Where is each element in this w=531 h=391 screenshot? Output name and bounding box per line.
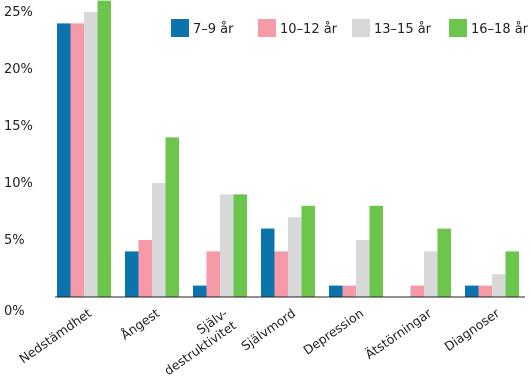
category-label: Nedstämdhet [16,305,94,366]
bar [138,240,152,297]
legend-label: 13–15 år [374,22,432,37]
bar [492,274,506,297]
bar [233,194,247,297]
bar [57,23,71,298]
y-tick-label: 5% [4,233,25,248]
bar [70,23,84,298]
bar [206,251,220,297]
bar [478,285,492,297]
y-tick-label: 10% [4,176,33,191]
bar [193,285,207,297]
category-labels: Nedstämdhet Ångest Själv-destruktivitet Sjä… [16,305,503,378]
category-label-line: Nedstämdhet [16,305,94,366]
bar [288,217,302,297]
bar [261,228,275,297]
category-label-line: Diagnoser [441,305,502,354]
legend-swatch [449,19,467,37]
bar [465,285,479,297]
bar [329,285,343,297]
category-label: Depression [300,305,366,357]
y-axis-tick-labels: 0% 5% 10% 15% 20% 25% [4,5,33,319]
legend-label: 7–9 år [193,22,234,37]
bar [505,251,519,297]
y-tick-label: 15% [4,119,33,134]
category-label: Ätstörningar [362,305,435,362]
bar [369,205,383,297]
bar [437,228,451,297]
category-label: Ångest [118,305,162,342]
category-label-line: Depression [300,305,366,357]
legend-swatch [171,19,189,37]
bar-series-group [57,0,519,298]
category-label-line: Ångest [118,305,162,342]
legend-swatch [258,19,276,37]
bar [97,0,111,297]
bar [356,240,370,297]
bar [165,137,179,297]
legend-label: 16–18 år [471,22,529,37]
legend-swatch [352,19,370,37]
y-tick-label: 25% [4,5,33,20]
legend: 7–9 år 10–12 år 13–15 år 16–18 år [171,19,529,37]
bar [274,251,288,297]
legend-label: 10–12 år [280,22,338,37]
bar [152,183,166,297]
bar [424,251,438,297]
category-label: Själv-destruktivitet [153,305,239,378]
bar [84,12,98,297]
category-label-line: Ätstörningar [362,305,435,362]
bar [410,285,424,297]
bar [342,285,356,297]
y-tick-label: 0% [4,304,25,319]
y-tick-label: 20% [4,62,33,77]
bar [301,205,315,297]
bar [125,251,139,297]
category-label-line: Självmord [238,305,298,353]
category-label: Diagnoser [441,305,502,354]
bar [220,194,234,297]
category-label: Självmord [238,305,298,353]
